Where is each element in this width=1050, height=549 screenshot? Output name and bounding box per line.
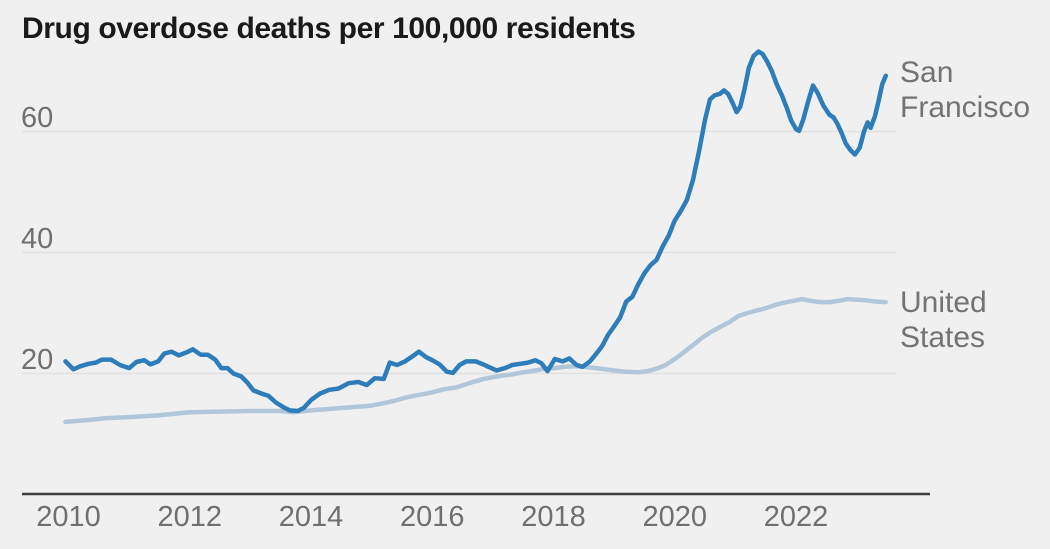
y-tick-label-40: 40 bbox=[21, 222, 54, 255]
x-tick-label-2010: 2010 bbox=[36, 501, 101, 533]
series-label-san-francisco: San Francisco bbox=[900, 56, 1031, 124]
line-united-states bbox=[63, 296, 889, 425]
chart-title: Drug overdose deaths per 100,000 residen… bbox=[22, 12, 636, 45]
y-tick-label-20: 20 bbox=[21, 343, 54, 376]
line-san-francisco bbox=[63, 49, 889, 414]
y-tick-label-60: 60 bbox=[21, 101, 54, 134]
x-tick-label-2022: 2022 bbox=[763, 501, 829, 533]
x-tick-label-2020: 2020 bbox=[642, 501, 708, 533]
x-tick-label-2012: 2012 bbox=[157, 501, 223, 533]
x-tick-label-2014: 2014 bbox=[278, 501, 344, 533]
series-label-united-states: United States bbox=[900, 286, 987, 354]
x-tick-label-2018: 2018 bbox=[521, 501, 586, 533]
x-tick-label-2016: 2016 bbox=[400, 501, 465, 533]
